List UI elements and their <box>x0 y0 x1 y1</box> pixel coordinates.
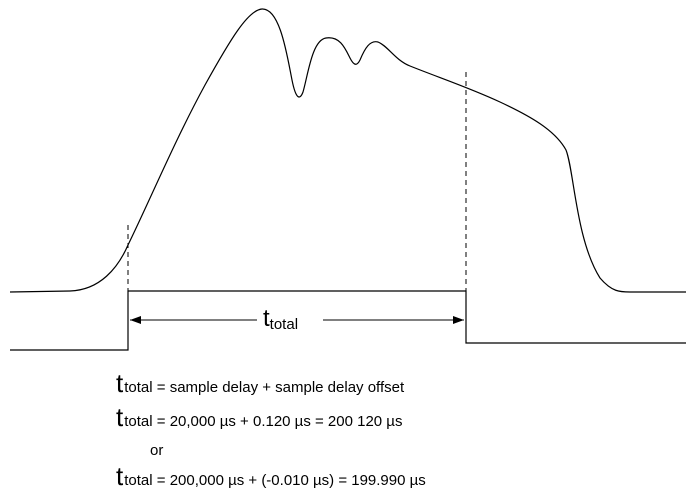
equation-subscript: total <box>124 379 153 396</box>
equation-symbol: t <box>116 368 124 398</box>
interval-label: ttotal <box>263 305 298 333</box>
interval-label-sub: total <box>270 316 298 333</box>
equation-subscript: total <box>124 472 153 489</box>
equation-3: ttotal = 200,000 µs + (-0.010 µs) = 199.… <box>116 463 426 489</box>
equation-text: = 200,000 µs + (-0.010 µs) = 199.990 µs <box>152 472 426 489</box>
arrowhead-right <box>453 316 464 324</box>
equation-symbol: t <box>116 461 124 491</box>
equation-1: ttotal = sample delay + sample delay off… <box>116 370 404 396</box>
equation-symbol: t <box>116 402 124 432</box>
interval-label-main: t <box>263 305 270 332</box>
equation-text: = 20,000 µs + 0.120 µs = 200 120 µs <box>152 413 403 430</box>
equation-2: ttotal = 20,000 µs + 0.120 µs = 200 120 … <box>116 404 402 430</box>
equation-text: = sample delay + sample delay offset <box>152 379 405 396</box>
or-text: or <box>150 442 164 459</box>
timing-diagram: ttotal <box>9 8 686 351</box>
gate-signal <box>10 290 686 351</box>
signal-waveform <box>9 8 686 293</box>
equation-subscript: total <box>124 413 153 430</box>
arrowhead-left <box>130 316 141 324</box>
